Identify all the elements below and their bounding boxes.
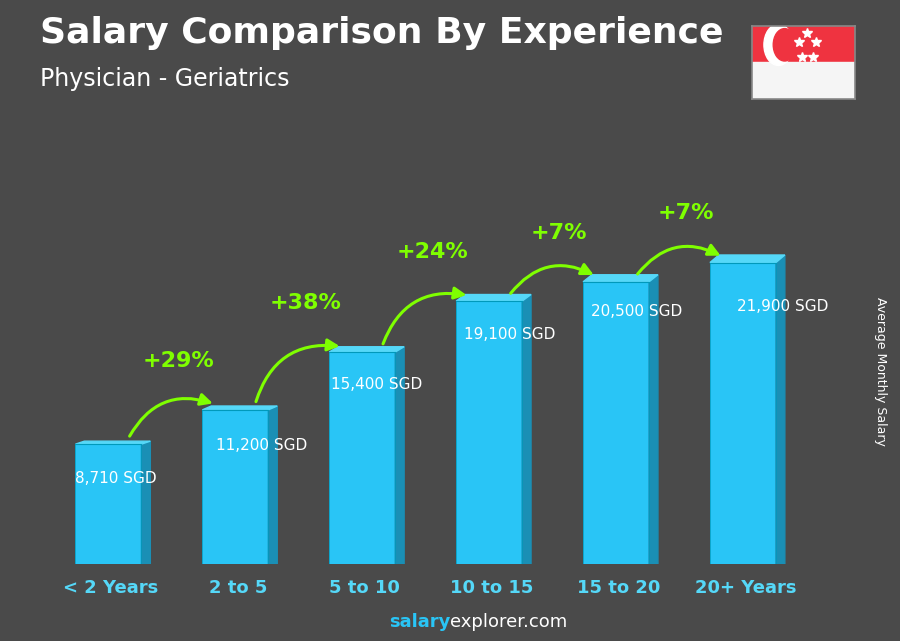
Text: < 2 Years: < 2 Years [64,579,158,597]
Text: 21,900 SGD: 21,900 SGD [736,299,828,313]
Text: +24%: +24% [396,242,468,262]
Circle shape [764,24,793,65]
Text: Salary Comparison By Experience: Salary Comparison By Experience [40,16,724,50]
Polygon shape [395,347,404,564]
Circle shape [773,29,796,61]
Text: salary: salary [389,613,450,631]
FancyBboxPatch shape [456,301,522,564]
FancyBboxPatch shape [329,352,395,564]
Bar [752,26,855,62]
Polygon shape [329,347,404,352]
Text: +29%: +29% [142,351,214,371]
Text: explorer.com: explorer.com [450,613,567,631]
FancyBboxPatch shape [710,263,776,564]
Text: 10 to 15: 10 to 15 [450,579,534,597]
Text: +7%: +7% [658,203,714,224]
Text: 19,100 SGD: 19,100 SGD [464,328,555,342]
Text: Physician - Geriatrics: Physician - Geriatrics [40,67,290,91]
Polygon shape [522,294,531,564]
Polygon shape [776,255,785,564]
Text: 2 to 5: 2 to 5 [209,579,267,597]
Polygon shape [649,275,658,564]
FancyBboxPatch shape [202,410,268,564]
Text: Average Monthly Salary: Average Monthly Salary [874,297,886,446]
Text: 20+ Years: 20+ Years [695,579,796,597]
Text: +7%: +7% [531,223,587,243]
FancyBboxPatch shape [583,282,649,564]
Bar [752,62,855,99]
Polygon shape [141,441,150,564]
Text: 15 to 20: 15 to 20 [577,579,661,597]
Polygon shape [583,275,658,282]
Polygon shape [202,406,277,410]
Polygon shape [456,294,531,301]
Text: +38%: +38% [269,293,341,313]
Text: 15,400 SGD: 15,400 SGD [330,378,422,392]
Text: 20,500 SGD: 20,500 SGD [590,304,682,319]
FancyBboxPatch shape [76,444,141,564]
Text: 11,200 SGD: 11,200 SGD [216,438,308,453]
Text: 5 to 10: 5 to 10 [329,579,400,597]
Text: 8,710 SGD: 8,710 SGD [76,470,158,485]
Polygon shape [76,441,150,444]
Polygon shape [710,255,785,263]
Polygon shape [268,406,277,564]
